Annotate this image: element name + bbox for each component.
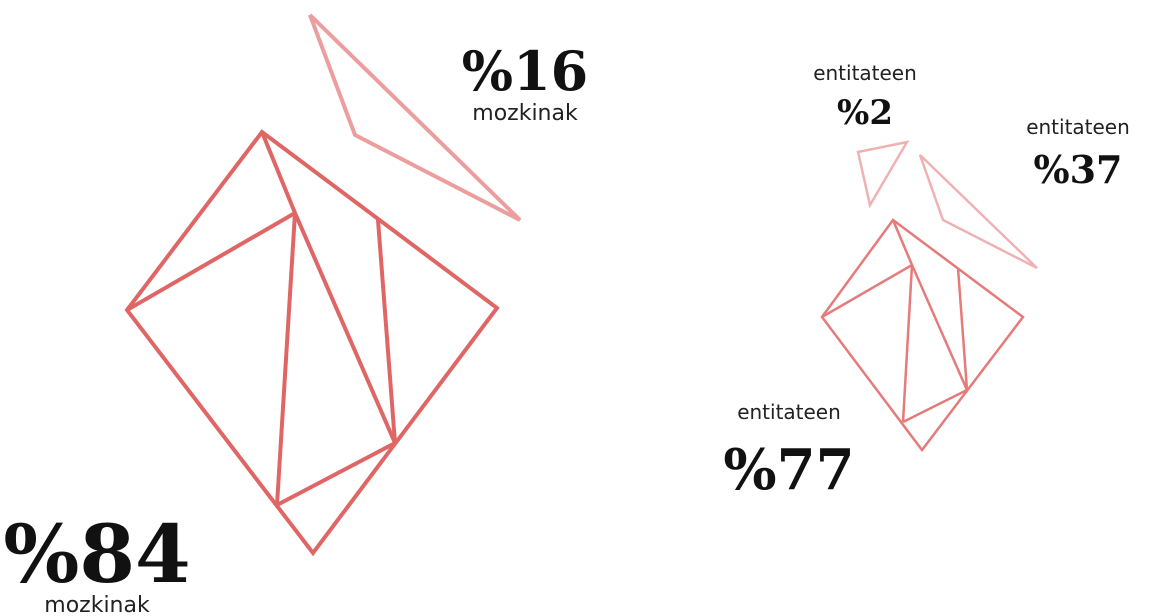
stat-value: %84 xyxy=(3,507,190,601)
gem-outline xyxy=(822,220,1023,450)
infographic: %16 mozkinak %84 mozkinak entitateen %2 … xyxy=(0,0,1152,616)
stat-label: entitateen xyxy=(737,400,841,424)
gem-shard xyxy=(920,155,1037,268)
stat-label: mozkinak xyxy=(472,101,578,126)
stat-label: entitateen xyxy=(1026,115,1130,139)
stat-value: %2 xyxy=(837,93,893,133)
gem-facets xyxy=(822,220,967,422)
stat-value: %37 xyxy=(1034,147,1123,192)
stat-label: mozkinak xyxy=(44,593,150,616)
stat-label: entitateen xyxy=(813,61,917,85)
gem-facets xyxy=(127,132,395,505)
stat-value: %77 xyxy=(723,437,854,503)
stat-value: %16 xyxy=(462,39,588,103)
right-gem xyxy=(822,142,1037,450)
gem-shard xyxy=(858,142,907,205)
gem-outline xyxy=(127,132,497,553)
